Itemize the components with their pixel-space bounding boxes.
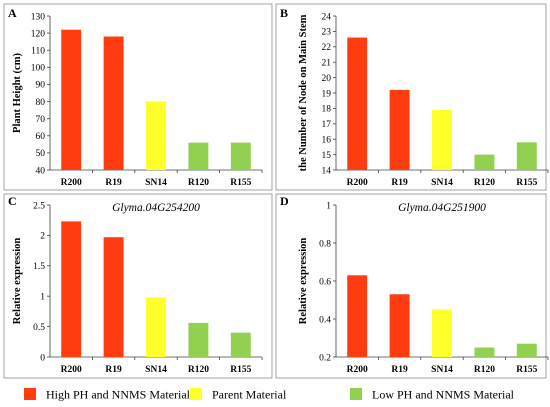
y-tick-label: 130 xyxy=(31,12,46,22)
panel-frame xyxy=(275,193,547,379)
chart-panel-b: B 14 15 16 17 18 19 20 21 22 23 24 the Number of Nod… xyxy=(275,3,549,191)
panel-frame xyxy=(3,193,273,379)
y-axis-label: Plant Height (cm) xyxy=(12,53,23,133)
y-tick-label: 23 xyxy=(322,28,332,38)
y-tick-label: 0.5 xyxy=(33,323,45,333)
y-tick-label: 14 xyxy=(322,166,332,176)
x-tick-label: R155 xyxy=(516,178,537,188)
x-tick-label: R200 xyxy=(347,365,368,375)
y-tick-label: 19 xyxy=(322,89,332,99)
legend-label-parent: Parent Material xyxy=(212,388,287,402)
legend-label-low: Low PH and NNMS Material xyxy=(372,388,515,402)
bar-r19 xyxy=(389,89,410,170)
chart-panel-a: A 40 50 60 70 80 90 100 110 120 130 Plant Height (c… xyxy=(3,3,273,191)
x-tick-label: R200 xyxy=(347,178,368,188)
x-tick-label: SN14 xyxy=(431,365,453,375)
panel-frame xyxy=(3,3,273,191)
x-tick-label: R155 xyxy=(230,365,251,375)
x-tick-label: R120 xyxy=(474,365,495,375)
bar-r200 xyxy=(347,275,368,357)
y-tick-label: 110 xyxy=(31,47,45,57)
x-tick-label: SN14 xyxy=(145,365,167,375)
y-tick-label: 1 xyxy=(326,201,331,211)
chart-title: Glyma.04G254200 xyxy=(112,202,200,214)
bar-r200 xyxy=(61,221,82,357)
y-tick-label: 15 xyxy=(322,151,332,161)
x-tick-label: R19 xyxy=(105,178,122,188)
x-tick-label: R120 xyxy=(188,178,209,188)
bar-r155 xyxy=(230,142,251,170)
y-tick-label: 50 xyxy=(36,149,46,159)
bar-sn14 xyxy=(432,309,452,357)
x-tick-label: R155 xyxy=(516,365,537,375)
y-tick-label: 0 xyxy=(40,353,45,363)
bar-r19 xyxy=(389,294,410,357)
y-tick-label: 1.5 xyxy=(33,262,45,272)
bar-r19 xyxy=(103,36,124,171)
y-tick-label: 0.8 xyxy=(319,239,331,249)
y-tick-label: 24 xyxy=(322,12,332,22)
bar-sn14 xyxy=(432,109,452,170)
x-tick-label: R19 xyxy=(105,365,122,375)
x-tick-label: R200 xyxy=(61,365,82,375)
y-tick-label: 22 xyxy=(322,43,332,53)
y-tick-label: 0.6 xyxy=(319,277,331,287)
bar-r155 xyxy=(516,343,537,357)
y-tick-label: 1 xyxy=(40,293,45,303)
legend: High PH and NNMS Material Parent Material… xyxy=(24,388,515,402)
bar-r120 xyxy=(474,347,495,357)
panel-letter: B xyxy=(280,6,288,20)
y-tick-label: 0.2 xyxy=(319,353,331,363)
y-tick-label: 70 xyxy=(36,115,46,125)
x-tick-label: R19 xyxy=(391,178,408,188)
y-tick-label: 21 xyxy=(322,59,332,69)
chart-title: Glyma.04G251900 xyxy=(398,202,486,214)
x-tick-label: R200 xyxy=(61,178,82,188)
y-tick-label: 2.5 xyxy=(33,201,45,211)
x-tick-label: SN14 xyxy=(431,178,453,188)
y-tick-label: 80 xyxy=(36,98,46,108)
panel-letter: C xyxy=(8,194,17,208)
x-tick-label: R120 xyxy=(474,178,495,188)
y-tick-label: 120 xyxy=(31,29,46,39)
legend-swatch-parent xyxy=(190,388,202,400)
y-tick-label: 40 xyxy=(36,166,46,176)
y-tick-label: 60 xyxy=(36,132,46,142)
bar-r120 xyxy=(188,322,209,357)
legend-swatch-high xyxy=(24,388,36,400)
y-tick-label: 17 xyxy=(322,120,332,130)
y-tick-label: 2 xyxy=(40,232,45,242)
bar-r155 xyxy=(516,142,537,170)
x-tick-label: SN14 xyxy=(145,178,167,188)
x-tick-label: R19 xyxy=(391,365,408,375)
y-axis-label: the Number of Node on Main Stem xyxy=(298,14,309,171)
bar-r19 xyxy=(103,237,124,357)
chart-panel-d: D Glyma.04G251900 0.2 0.4 0.6 0.8 1 Relative ex… xyxy=(275,193,549,379)
y-tick-label: 100 xyxy=(31,64,46,74)
chart-panel-c: C Glyma.04G254200 0 0.5 1 1.5 2 2.5 Relative exp… xyxy=(3,193,273,379)
bar-r200 xyxy=(61,29,82,170)
x-tick-label: R155 xyxy=(230,178,251,188)
bar-r155 xyxy=(230,332,251,357)
panel-letter: A xyxy=(8,6,17,20)
bar-r120 xyxy=(188,142,209,170)
bar-sn14 xyxy=(146,101,166,170)
legend-swatch-low xyxy=(350,388,362,400)
y-axis-label: Relative expression xyxy=(12,238,23,325)
x-tick-label: R120 xyxy=(188,365,209,375)
y-tick-label: 0.4 xyxy=(319,315,331,325)
y-tick-label: 20 xyxy=(322,74,332,84)
panel-letter: D xyxy=(280,194,289,208)
y-axis-label: Relative expression xyxy=(298,238,309,325)
bar-sn14 xyxy=(146,297,166,357)
bar-r120 xyxy=(474,154,495,170)
y-tick-label: 90 xyxy=(36,81,46,91)
y-tick-label: 18 xyxy=(322,105,332,115)
bar-r200 xyxy=(347,37,368,171)
panel-frame xyxy=(275,3,547,191)
y-tick-label: 16 xyxy=(322,136,332,146)
legend-label-high: High PH and NNMS Material xyxy=(46,388,191,402)
